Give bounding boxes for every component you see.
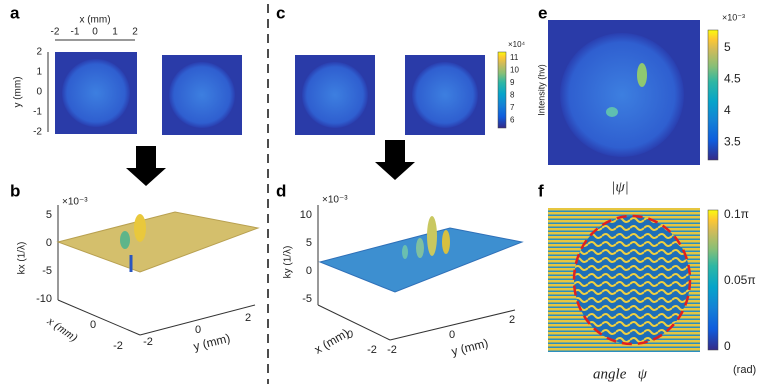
surface-peak <box>402 245 408 259</box>
colorbar <box>707 209 719 351</box>
axis-label: kx (1/λ) <box>17 242 28 275</box>
tick-label: -5 <box>302 293 312 305</box>
arrow <box>126 146 166 186</box>
tick-label: 1 <box>112 27 118 38</box>
tick-label: 2 <box>245 312 251 324</box>
tick-label: 4.5 <box>724 72 741 86</box>
axis-label: x (mm) <box>312 326 351 357</box>
axis-label: y (mm) <box>450 336 490 359</box>
axis <box>389 309 516 341</box>
panel-a: x (mm) -2 -1 0 1 2 2 1 0 -1 -2 y (mm) <box>13 15 242 186</box>
tick-label: 0 <box>90 319 96 331</box>
colorbar <box>707 29 719 161</box>
axis <box>57 299 141 336</box>
panel-label: d <box>276 181 286 200</box>
panel-label: e <box>538 3 547 22</box>
panel-label: b <box>10 181 20 200</box>
surface-peak <box>134 214 146 242</box>
panel-label: c <box>276 3 285 22</box>
tick-label: -2 <box>51 27 60 38</box>
surface <box>318 227 524 293</box>
tick-label: 9 <box>510 78 515 87</box>
image-spot <box>169 62 235 128</box>
scale-label: ×10⁻³ <box>62 197 88 208</box>
panel-c: ×10⁴ 11 10 9 8 7 6 Intensity (hv) <box>295 40 546 180</box>
axis-label: x (mm) <box>79 15 110 26</box>
axis-label: x (mm) <box>44 313 80 344</box>
scale-label: ×10⁻³ <box>722 12 745 22</box>
surface-peak <box>427 216 437 256</box>
tick-label: 5 <box>306 237 312 249</box>
axis <box>139 304 256 336</box>
surface <box>56 211 260 273</box>
image-hotspot <box>637 63 647 87</box>
tick-label: 1 <box>36 67 42 78</box>
tick-label: 0 <box>36 87 42 98</box>
caption: |ψ| <box>611 179 629 195</box>
tick-label: -5 <box>42 265 52 277</box>
tick-label: 0.1π <box>724 207 749 221</box>
panel-f: 0.1π 0.05π 0 (rad) angle ψ <box>548 207 756 382</box>
tick-label: -2 <box>33 127 42 138</box>
tick-label: 0.05π <box>724 273 756 287</box>
surface-peak <box>442 230 450 254</box>
tick-label: 5 <box>724 40 731 54</box>
image-spot <box>560 33 684 157</box>
colorbar <box>497 51 507 129</box>
tick-label: 7 <box>510 103 515 112</box>
axis <box>317 304 391 341</box>
panel-e: ×10⁻³ 5 4.5 4 3.5 |ψ| <box>548 12 745 195</box>
tick-label: 0 <box>347 329 353 341</box>
image-hotspot <box>606 107 618 117</box>
tick-label: 0 <box>724 339 731 353</box>
tick-label: 0 <box>306 265 312 277</box>
colorbar-label: Intensity (hv) <box>536 64 546 116</box>
tick-label: -1 <box>33 107 42 118</box>
panel-label: a <box>10 3 20 22</box>
tick-label: 0 <box>195 324 201 336</box>
tick-label: 2 <box>36 47 42 58</box>
tick-label: 2 <box>509 314 515 326</box>
surface-peak <box>416 238 424 258</box>
image-region <box>574 216 690 344</box>
tick-label: 11 <box>510 53 519 62</box>
tick-label: 0 <box>92 27 98 38</box>
panel-d: ×10⁻³ 10 5 0 -5 0 -2 -2 0 2 ky (1/λ) x (mm) y (m… <box>283 195 524 359</box>
boundary <box>572 214 692 346</box>
arrow <box>375 140 415 180</box>
tick-label: 5 <box>46 209 52 221</box>
scale-label: ×10⁴ <box>508 40 526 49</box>
image-spot <box>302 62 368 128</box>
image-spot <box>62 59 130 127</box>
tick-label: 10 <box>510 66 519 75</box>
tick-label: 2 <box>132 27 138 38</box>
tick-label: 0 <box>449 329 455 341</box>
image-spot <box>412 62 478 128</box>
caption: angle ψ <box>593 366 648 382</box>
tick-label: -2 <box>387 344 397 356</box>
panel-label: f <box>538 181 544 200</box>
tick-label: 8 <box>510 91 515 100</box>
tick-label: 10 <box>300 209 312 221</box>
tick-label: -1 <box>71 27 80 38</box>
scale-label: ×10⁻³ <box>322 195 348 206</box>
tick-label: -2 <box>367 344 377 356</box>
panel-b: ×10⁻³ 50-5-100-2 -202 kx (1/λ) x (mm) y (… <box>17 197 260 354</box>
tick-label: 6 <box>510 116 515 125</box>
tick-label: -2 <box>113 340 123 352</box>
surface-peak <box>120 231 130 249</box>
tick-label: 4 <box>724 103 731 117</box>
tick-label: -10 <box>36 293 52 305</box>
axis-label: ky (1/λ) <box>283 246 294 279</box>
tick-label: 3.5 <box>724 135 741 149</box>
unit-label: (rad) <box>733 364 756 376</box>
tick-label: -2 <box>143 336 153 348</box>
tick-label: 0 <box>46 237 52 249</box>
axis-label: y (mm) <box>13 76 24 107</box>
